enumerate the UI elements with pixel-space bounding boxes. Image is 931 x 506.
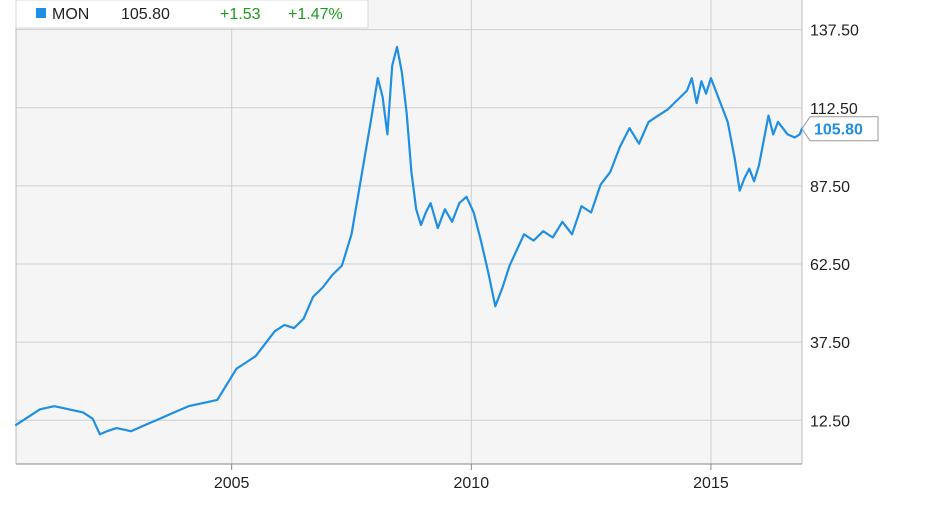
legend-box [15,0,369,29]
series [14,45,804,436]
plot-area [16,0,802,464]
y-tick-label: 37.50 [810,335,850,352]
axes [15,0,803,465]
y-tick-label: 12.50 [810,413,850,430]
y-tick-label: 137.50 [810,23,859,40]
x-tick-label: 2015 [693,475,729,492]
y-tick-label: 62.50 [810,257,850,274]
last-value-label: 105.80 [814,122,863,139]
y-tick-label: 87.50 [810,179,850,196]
legend-change: +1.53 [220,6,261,23]
grid [16,0,802,470]
series-line-mon [14,45,804,436]
legend-swatch [36,8,46,18]
legend-symbol: MON [52,6,89,23]
legend-price: 105.80 [121,6,170,23]
tick-labels: 12.50 37.50 62.50 87.50 112.50 137.50 2005 2010… [214,23,859,492]
legend: MON 105.80 +1.53 +1.47% [15,0,369,29]
y-tick-label: 112.50 [810,101,858,118]
x-tick-label: 2010 [454,475,490,492]
x-tick-label: 2005 [214,475,250,492]
last-value-box [801,116,879,142]
last-value-marker: 105.80 [801,116,879,142]
legend-change-percent: +1.47% [288,6,343,23]
